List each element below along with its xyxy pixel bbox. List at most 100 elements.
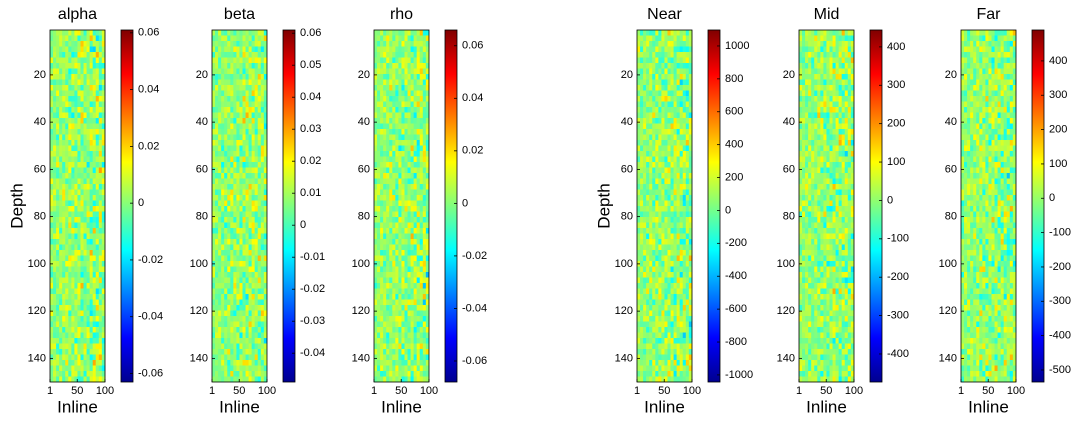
image-texture (90, 316, 93, 322)
image-texture (59, 267, 62, 273)
image-texture (389, 146, 392, 152)
image-texture (84, 212, 87, 218)
image-texture (674, 36, 677, 42)
image-texture (646, 135, 649, 141)
image-texture (674, 206, 677, 212)
image-texture (252, 157, 255, 163)
image-texture (380, 118, 383, 124)
image-texture (423, 327, 426, 333)
image-texture (658, 184, 661, 190)
image-texture (243, 322, 246, 328)
image-texture (236, 58, 239, 64)
image-texture (643, 118, 646, 124)
image-texture (243, 355, 246, 361)
image-texture (90, 267, 93, 273)
image-texture (420, 261, 423, 267)
image-texture (218, 41, 221, 47)
image-texture (389, 135, 392, 141)
image-texture (398, 107, 401, 113)
image-texture (414, 366, 417, 372)
image-texture (261, 184, 264, 190)
image-texture (50, 162, 53, 168)
image-texture (218, 305, 221, 311)
image-texture (252, 360, 255, 366)
image-texture (808, 41, 811, 47)
image-texture (414, 311, 417, 317)
image-texture (90, 201, 93, 207)
image-texture (674, 52, 677, 58)
image-texture (53, 140, 56, 146)
image-texture (395, 74, 398, 80)
image-texture (658, 217, 661, 223)
image-texture (255, 157, 258, 163)
image-texture (59, 256, 62, 262)
image-texture (392, 377, 395, 383)
image-texture (50, 135, 53, 141)
image-texture (395, 300, 398, 306)
image-texture (252, 366, 255, 372)
image-texture (417, 206, 420, 212)
image-texture (398, 58, 401, 64)
image-texture (258, 289, 261, 295)
image-texture (212, 316, 215, 322)
image-texture (56, 179, 59, 185)
image-texture (227, 52, 230, 58)
image-texture (221, 322, 224, 328)
image-texture (74, 173, 77, 179)
image-texture (236, 107, 239, 113)
image-texture (389, 168, 392, 174)
image-texture (258, 168, 261, 174)
image-texture (233, 151, 236, 157)
image-texture (658, 250, 661, 256)
image-texture (90, 305, 93, 311)
image-texture (383, 217, 386, 223)
image-texture (408, 52, 411, 58)
image-texture (258, 80, 261, 86)
image-texture (255, 212, 258, 218)
image-texture (87, 195, 90, 201)
image-texture (53, 107, 56, 113)
image-texture (686, 294, 689, 300)
image-texture (221, 124, 224, 130)
colorbar-tick-label: -400 (725, 270, 747, 282)
image-texture (236, 283, 239, 289)
image-texture (81, 371, 84, 377)
image-texture (81, 173, 84, 179)
image-texture (239, 333, 242, 339)
image-texture (655, 69, 658, 75)
image-texture (215, 250, 218, 256)
image-texture (808, 30, 811, 36)
image-texture (683, 245, 686, 251)
image-texture (655, 91, 658, 97)
image-texture (658, 338, 661, 344)
image-texture (93, 344, 96, 350)
image-texture (649, 294, 652, 300)
image-texture (677, 118, 680, 124)
image-texture (408, 173, 411, 179)
image-texture (65, 102, 68, 108)
image-texture (224, 267, 227, 273)
image-texture (59, 206, 62, 212)
image-texture (401, 85, 404, 91)
image-texture (239, 63, 242, 69)
image-texture (417, 338, 420, 344)
image-texture (221, 85, 224, 91)
image-texture (677, 239, 680, 245)
image-texture (68, 184, 71, 190)
image-texture (649, 129, 652, 135)
image-texture (420, 338, 423, 344)
image-texture (658, 41, 661, 47)
image-texture (246, 184, 249, 190)
image-texture (640, 366, 643, 372)
image-texture (417, 168, 420, 174)
image-texture (218, 272, 221, 278)
image-texture (677, 327, 680, 333)
image-texture (683, 190, 686, 196)
image-texture (674, 69, 677, 75)
image-texture (423, 47, 426, 53)
image-texture (658, 201, 661, 207)
image-texture (377, 239, 380, 245)
image-texture (74, 344, 77, 350)
image-texture (664, 272, 667, 278)
image-texture (637, 338, 640, 344)
